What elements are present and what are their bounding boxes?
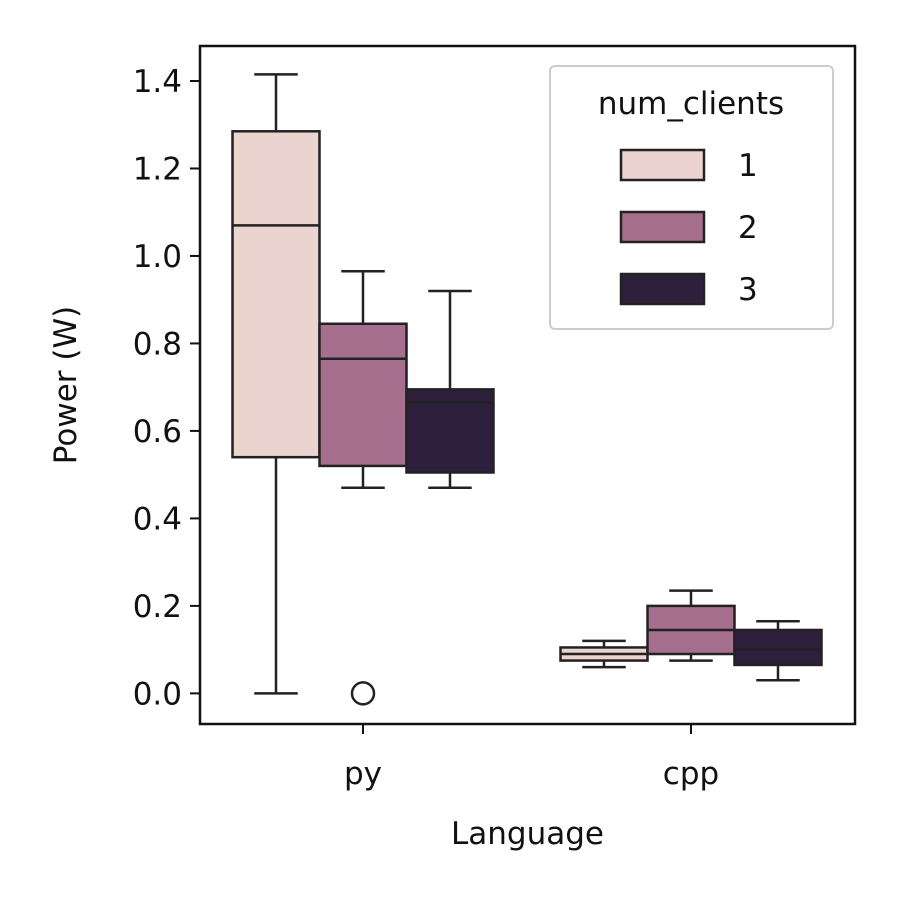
legend: num_clients 1 2 3	[549, 65, 834, 330]
legend-swatch-2	[619, 210, 706, 244]
legend-items: 1 2 3	[619, 148, 758, 308]
y-tick-label: 0.8	[133, 326, 182, 362]
plot-area	[231, 73, 823, 706]
box-body	[318, 322, 408, 468]
y-tick-label: 0.2	[133, 589, 182, 625]
x-tick-label-cpp: cpp	[663, 756, 719, 792]
box-py-series-1	[231, 73, 321, 695]
outlier-point	[350, 681, 376, 706]
y-tick-label: 0.0	[133, 676, 182, 712]
plot-frame	[198, 44, 857, 726]
x-tick-label-py: py	[344, 756, 382, 792]
legend-frame	[549, 65, 834, 330]
box-body	[733, 628, 823, 667]
box-py-series-3	[405, 289, 495, 490]
box-cpp-series-3	[733, 619, 823, 682]
legend-title: num_clients	[598, 86, 784, 122]
y-tick-label: 0.4	[133, 501, 182, 537]
box-cpp-series-2	[646, 589, 736, 662]
x-axis-ticks: py cpp	[344, 724, 719, 792]
legend-swatch-1	[619, 148, 706, 182]
y-tick-label: 1.0	[133, 239, 182, 275]
box-py-series-2	[318, 270, 408, 706]
y-axis-ticks: 0.0 0.2 0.4 0.6 0.8 1.0 1.2 1.4	[133, 64, 200, 712]
legend-label-3: 3	[738, 272, 758, 308]
box-cpp-series-1	[559, 639, 649, 669]
legend-label-2: 2	[738, 210, 758, 246]
y-tick-label: 1.2	[133, 151, 182, 187]
legend-label-1: 1	[738, 148, 758, 184]
x-axis-label: Language	[451, 816, 604, 852]
y-tick-label: 1.4	[133, 64, 182, 100]
y-tick-label: 0.6	[133, 414, 182, 450]
y-axis-label: Power (W)	[48, 306, 84, 464]
legend-swatch-3	[619, 272, 706, 306]
box-body	[231, 130, 321, 459]
